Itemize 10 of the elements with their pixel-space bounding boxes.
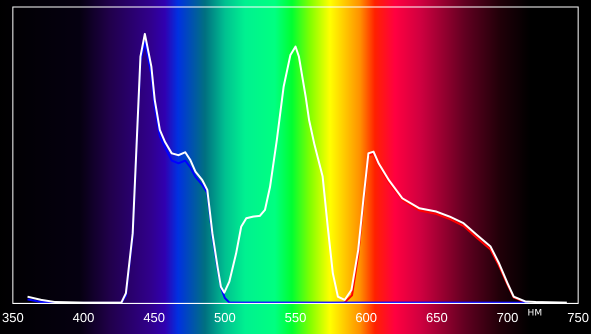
x-tick-label: 750	[567, 310, 590, 325]
x-tick-label: 600	[355, 310, 378, 325]
x-tick-label: 650	[426, 310, 448, 325]
x-tick-label: 550	[284, 310, 306, 325]
x-tick-label: 700	[496, 310, 518, 325]
x-tick-label: 350	[2, 310, 24, 325]
x-tick-label: 500	[214, 310, 236, 325]
x-axis-title: НМ	[528, 308, 542, 319]
x-tick-label: 400	[72, 310, 94, 325]
x-tick-label: 450	[143, 310, 166, 325]
